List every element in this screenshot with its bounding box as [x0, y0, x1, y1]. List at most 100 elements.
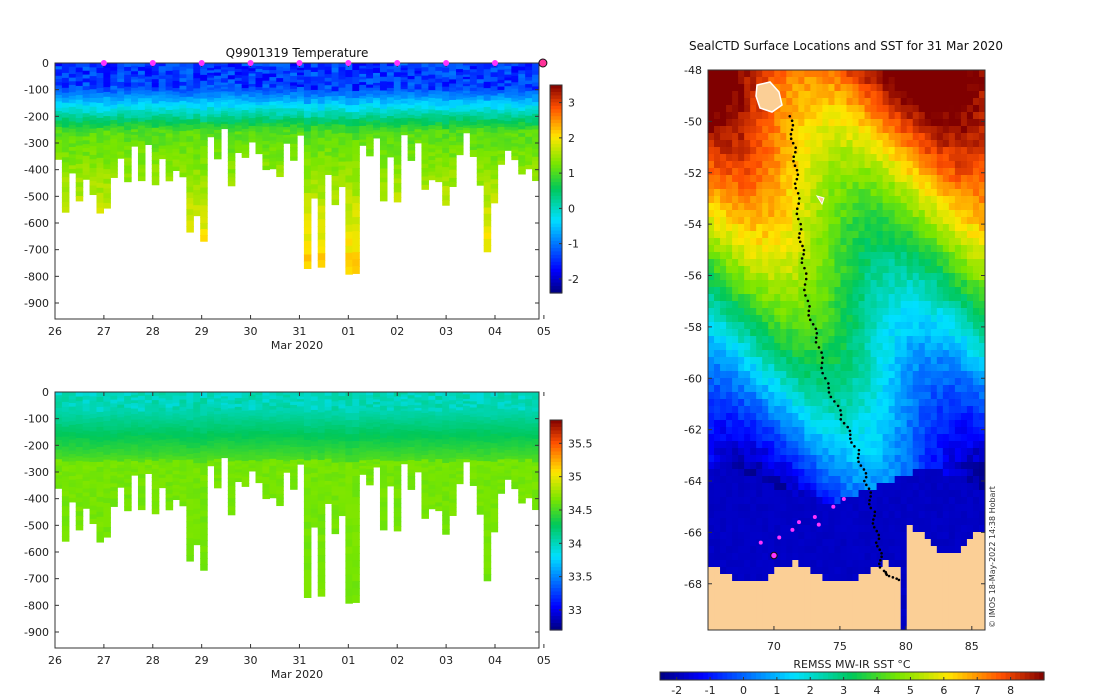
- profile-cell: [366, 100, 374, 104]
- profile-cell: [220, 452, 229, 456]
- profile-cell: [89, 97, 98, 104]
- profile-cell: [276, 172, 284, 178]
- profile-cell: [518, 66, 526, 72]
- profile-cell: [324, 443, 333, 449]
- profile-cell: [407, 124, 416, 129]
- profile-cell: [207, 114, 215, 118]
- profile-cell: [518, 77, 526, 83]
- colorbar-swatch: [550, 479, 562, 484]
- profile-cell: [504, 444, 512, 448]
- profile-cell: [359, 408, 367, 412]
- profile-cell: [137, 505, 146, 511]
- profile-cell: [262, 140, 270, 146]
- profile-cell: [172, 145, 181, 150]
- profile-cell: [421, 67, 429, 73]
- profile-cell: [96, 486, 104, 493]
- profile-cell: [207, 102, 215, 106]
- profile-cell: [117, 66, 125, 71]
- sst-cell: [918, 105, 926, 113]
- profile-cell: [331, 523, 340, 530]
- profile-cell: [504, 450, 512, 454]
- profile-cell: [68, 95, 77, 101]
- profile-cell: [462, 422, 471, 426]
- profile-cell: [331, 143, 340, 149]
- profile-cell: [414, 116, 423, 120]
- profile-cell: [352, 259, 360, 267]
- colorbar-swatch: [550, 500, 562, 505]
- profile-cell: [214, 94, 222, 99]
- profile-cell: [400, 451, 409, 455]
- profile-cell: [89, 115, 98, 121]
- profile-cell: [497, 398, 506, 403]
- y-tick-label: -600: [24, 217, 49, 230]
- profile-cell: [151, 408, 160, 414]
- profile-cell: [165, 117, 174, 123]
- profile-cell: [103, 130, 111, 137]
- profile-cell: [269, 476, 277, 481]
- profile-cell: [386, 423, 395, 428]
- profile-cell: [186, 482, 194, 489]
- profile-cell: [82, 395, 91, 401]
- profile-cell: [131, 394, 139, 399]
- profile-cell: [504, 464, 512, 469]
- profile-cell: [532, 489, 539, 495]
- profile-cell: [373, 461, 381, 465]
- profile-cell: [124, 130, 132, 135]
- profile-cell: [276, 414, 284, 420]
- profile-cell: [449, 437, 457, 443]
- profile-cell: [55, 424, 63, 428]
- colorbar-swatch: [550, 202, 562, 207]
- profile-cell: [338, 465, 346, 471]
- profile-cell: [462, 431, 471, 435]
- profile-cell: [124, 411, 132, 417]
- profile-cell: [214, 398, 222, 403]
- profile-cell: [283, 399, 291, 404]
- profile-cell: [373, 80, 381, 84]
- profile-cell: [518, 395, 526, 401]
- sst-cell: [906, 77, 914, 85]
- surface-marker: [247, 60, 254, 66]
- colorbar-swatch: [550, 511, 562, 516]
- sst-cell: [966, 126, 974, 134]
- profile-cell: [82, 496, 91, 502]
- profile-cell: [158, 136, 167, 141]
- profile-cell: [82, 426, 91, 432]
- profile-cell: [89, 470, 98, 476]
- profile-cell: [518, 406, 526, 412]
- colorbar-swatch: [550, 91, 562, 96]
- profile-cell: [68, 446, 77, 452]
- profile-cell: [449, 416, 457, 422]
- profile-cell: [449, 67, 457, 73]
- profile-cell: [476, 465, 485, 471]
- profile-cell: [151, 460, 160, 466]
- profile-cell: [96, 102, 104, 109]
- profile-cell: [476, 156, 485, 162]
- profile-cell: [352, 140, 360, 148]
- colorbar-frame: [549, 84, 563, 294]
- sst-cell: [936, 112, 944, 120]
- profile-cell: [469, 416, 478, 421]
- profile-cell: [421, 400, 429, 406]
- profile-cell: [207, 455, 215, 459]
- profile-cell: [193, 139, 201, 146]
- profile-cell: [476, 79, 485, 85]
- profile-cell: [317, 178, 326, 187]
- profile-cell: [386, 112, 395, 117]
- profile-cell: [193, 113, 201, 120]
- y-tick-label: -900: [24, 297, 49, 310]
- profile-cell: [124, 122, 132, 127]
- profile-cell: [407, 395, 416, 400]
- profile-cell: [207, 116, 215, 121]
- profile-cell: [220, 110, 229, 114]
- profile-cell: [338, 178, 346, 183]
- profile-cell: [366, 137, 374, 141]
- profile-cell: [276, 142, 284, 147]
- profile-cell: [525, 409, 533, 414]
- sst-cell: [726, 105, 733, 113]
- profile-cell: [338, 173, 346, 179]
- profile-cell: [469, 134, 478, 139]
- profile-cell: [117, 474, 125, 479]
- profile-cell: [324, 125, 333, 131]
- profile-cell: [442, 167, 450, 173]
- profile-cell: [352, 189, 360, 197]
